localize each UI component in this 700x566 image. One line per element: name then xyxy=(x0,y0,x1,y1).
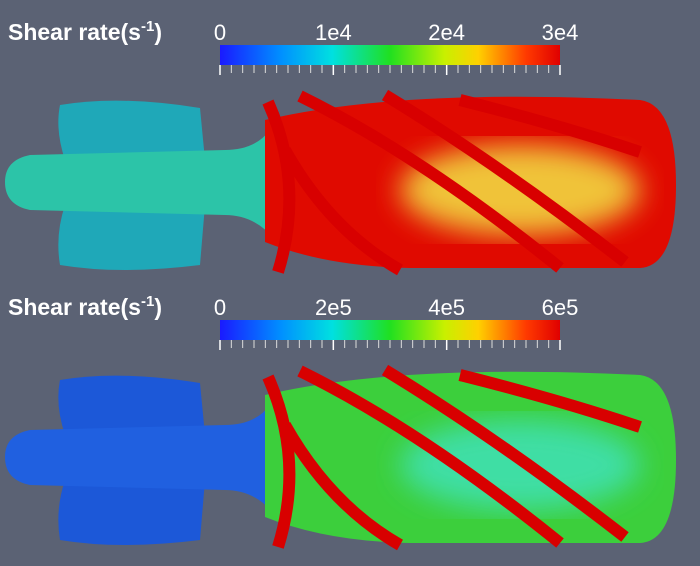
fin xyxy=(58,100,206,160)
blade xyxy=(297,90,564,273)
tick-label: 0 xyxy=(214,295,226,320)
fin xyxy=(58,205,206,270)
colorbar-title: Shear rate(s-1) xyxy=(8,18,162,45)
panel: Shear rate(s-1) 0 1e4 2e4 3e4 xyxy=(5,18,676,276)
blade xyxy=(381,364,629,542)
title-end: ) xyxy=(154,294,162,320)
tick-label: 4e5 xyxy=(428,295,465,320)
tick-label: 0 xyxy=(214,20,226,45)
hub xyxy=(5,130,275,240)
blade xyxy=(279,422,403,551)
panel: Shear rate(s-1) 0 2e5 4e5 6e5 xyxy=(5,293,676,551)
colorbar-title: Shear rate(s-1) xyxy=(8,293,162,320)
title-text: Shear rate(s xyxy=(8,19,141,45)
tick-label: 6e5 xyxy=(542,295,579,320)
blade xyxy=(458,369,642,433)
blade xyxy=(262,374,296,549)
tick-label: 1e4 xyxy=(315,20,352,45)
tick-label: 2e4 xyxy=(428,20,465,45)
hub xyxy=(5,405,275,515)
colorbar xyxy=(220,45,560,65)
blade xyxy=(458,94,642,158)
title-text: Shear rate(s xyxy=(8,294,141,320)
colorbar xyxy=(220,320,560,340)
blade xyxy=(262,99,296,274)
title-end: ) xyxy=(154,19,162,45)
blade xyxy=(381,89,629,267)
title-superscript: -1 xyxy=(141,293,154,310)
blade xyxy=(279,147,403,276)
fin xyxy=(58,480,206,545)
blade xyxy=(297,365,564,548)
fin xyxy=(58,375,206,435)
title-superscript: -1 xyxy=(141,18,154,35)
tick-label: 2e5 xyxy=(315,295,352,320)
tick-label: 3e4 xyxy=(542,20,579,45)
